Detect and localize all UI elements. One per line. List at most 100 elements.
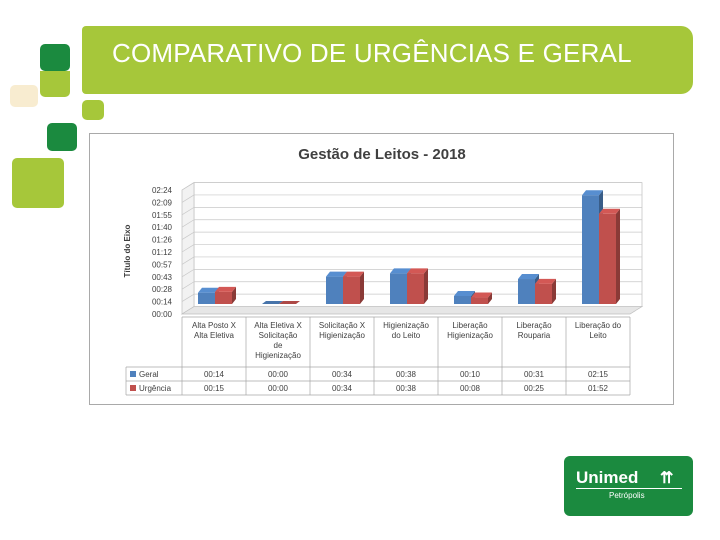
x-category-label: Leito <box>589 331 607 340</box>
x-category-label: Alta Posto X <box>192 321 237 330</box>
gridline-side <box>181 194 195 203</box>
data-table-value: 00:38 <box>396 370 417 379</box>
data-table-value: 00:00 <box>268 384 289 393</box>
bar-top <box>454 290 475 296</box>
gridline-side <box>181 182 195 191</box>
legend-swatch <box>130 371 136 377</box>
y-tick-label: 02:24 <box>152 186 173 195</box>
logo-divider <box>576 488 682 489</box>
data-table-value: 00:38 <box>396 384 417 393</box>
bar-front <box>582 195 599 304</box>
decor-square-green-light-big <box>12 158 64 208</box>
bar-front <box>454 295 471 304</box>
data-table-value: 00:08 <box>460 384 481 393</box>
chart-svg: Gestão de Leitos - 2018 Título do Eixo 00:… <box>123 146 644 396</box>
unimed-logo: Unimed ⇈ Petrópolis <box>564 456 693 516</box>
bar-front <box>390 273 407 304</box>
x-category-label: Liberação <box>516 321 552 330</box>
legend-label: Urgência <box>139 384 172 393</box>
bar-top <box>198 287 219 293</box>
x-category-label: Higienização <box>319 331 365 340</box>
gridline-side <box>181 269 195 278</box>
y-axis-label: Título do Eixo <box>123 224 132 277</box>
bar-side <box>232 286 236 304</box>
chart-container: Gestão de Leitos - 2018 Título do Eixo 00:… <box>89 133 674 405</box>
legend-label: Geral <box>139 370 159 379</box>
y-tick-label: 00:14 <box>152 298 173 307</box>
decor-square-green-dark-2 <box>47 123 77 151</box>
x-category-label: Solicitação X <box>319 321 366 330</box>
x-category-label: Higienização <box>447 331 493 340</box>
slide-title: COMPARATIVO DE URGÊNCIAS E GERAL <box>112 38 632 68</box>
bar-top <box>215 286 236 292</box>
bar-front <box>343 276 360 304</box>
bar-top <box>518 274 539 280</box>
gridline-side <box>181 256 195 265</box>
y-tick-label: 00:57 <box>152 260 173 269</box>
data-table-value: 00:25 <box>524 384 545 393</box>
gridline-side <box>181 281 195 290</box>
x-category-label: do Leito <box>392 331 421 340</box>
x-category-label: Higienização <box>383 321 429 330</box>
chart-floor <box>180 306 644 315</box>
data-table-value: 00:00 <box>268 370 289 379</box>
data-table-value: 02:15 <box>588 370 609 379</box>
y-tick-label: 00:43 <box>152 273 173 282</box>
bar-side <box>360 271 364 304</box>
bar-front <box>198 292 215 304</box>
data-table-value: 00:34 <box>332 384 353 393</box>
gridline-side <box>181 219 195 228</box>
data-table-value: 00:10 <box>460 370 481 379</box>
chart-title: Gestão de Leitos - 2018 <box>298 146 466 163</box>
title-bar <box>82 26 693 94</box>
data-table-value: 00:14 <box>204 370 225 379</box>
bar-top <box>326 271 347 277</box>
gridline-side <box>181 244 195 253</box>
bar-top <box>599 208 620 214</box>
decor-square-beige <box>10 85 38 107</box>
bar-top <box>343 271 364 277</box>
decor-square-green-light-1 <box>40 71 70 97</box>
gridline-side <box>181 293 195 302</box>
gridline-side <box>181 207 195 216</box>
bar-top <box>390 268 411 274</box>
x-category-label: Higienização <box>255 351 301 360</box>
y-tick-label: 02:09 <box>152 198 173 207</box>
bar-top <box>407 268 428 274</box>
bar-side <box>616 208 620 304</box>
decor-square-green-light-small <box>82 100 104 120</box>
bar-front <box>326 276 343 304</box>
x-category-label: Liberação <box>452 321 488 330</box>
bar-top <box>535 278 556 284</box>
bar-side <box>552 278 556 304</box>
y-tick-label: 00:00 <box>152 310 173 319</box>
data-table-value: 00:34 <box>332 370 353 379</box>
y-tick-label: 01:26 <box>152 236 173 245</box>
bar-zero <box>279 301 300 304</box>
x-category-label: Rouparia <box>518 331 551 340</box>
bar-front <box>518 279 535 304</box>
x-category-label: Solicitação <box>259 331 298 340</box>
decor-square-green-dark-1 <box>40 44 70 71</box>
bar-top <box>471 292 492 298</box>
logo-brand: Unimed <box>576 468 639 487</box>
y-tick-label: 01:55 <box>152 211 173 220</box>
x-category-label: Liberação do <box>575 321 622 330</box>
bar-front <box>599 213 616 304</box>
bar-front <box>471 297 488 304</box>
x-category-label: Alta Eletiva <box>194 331 235 340</box>
y-tick-label: 00:28 <box>152 285 173 294</box>
bar-side <box>488 292 492 304</box>
bar-side <box>424 268 428 304</box>
logo-symbol-icon: ⇈ <box>660 470 674 487</box>
x-category-label: de <box>274 341 283 350</box>
data-table-value: 00:15 <box>204 384 225 393</box>
y-tick-label: 01:40 <box>152 223 173 232</box>
y-tick-label: 01:12 <box>152 248 173 257</box>
bar-top <box>582 190 603 196</box>
data-table-value: 01:52 <box>588 384 609 393</box>
gridline-side <box>181 231 195 240</box>
logo-city: Petrópolis <box>609 491 645 500</box>
bar-front <box>215 291 232 304</box>
x-category-label: Alta Eletiva X <box>254 321 302 330</box>
